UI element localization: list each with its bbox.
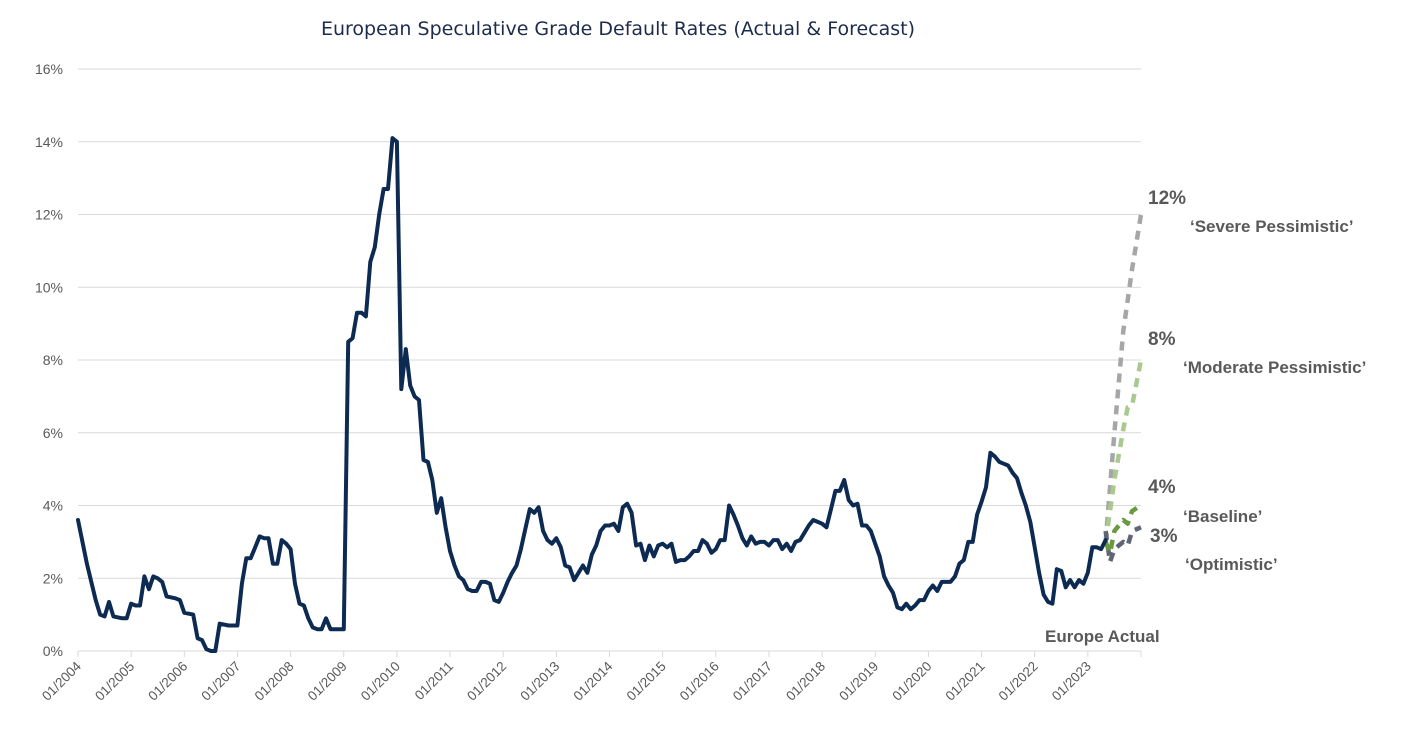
baseline-series-line [1103,503,1143,556]
x-tick-label: 01/2018 [783,659,828,704]
x-axis-ticks: 01/2004 01/2005 01/2006 01/2007 01/2008 01/20… [39,651,1142,704]
optimistic-series-line [1103,525,1142,565]
x-tick-label: 01/2023 [1049,659,1094,704]
chart-title: European Speculative Grade Default Rates… [321,18,915,40]
europe-actual-label: Europe Actual [1045,627,1160,646]
x-tick-label: 01/2019 [836,659,881,704]
x-tick-label: 01/2004 [39,658,84,703]
x-tick-label: 01/2012 [464,659,509,704]
x-tick-label: 01/2020 [889,659,934,704]
x-tick-label: 01/2022 [996,659,1041,704]
x-tick-label: 01/2015 [624,659,669,704]
y-tick-label: 10% [35,279,63,295]
y-axis-ticks: 0% 2% 4% 6% 8% 10% 12% 14% 16% [35,61,63,659]
y-tick-label: 4% [43,498,63,514]
x-tick-label: 01/2014 [570,658,615,703]
y-tick-label: 6% [43,425,63,441]
severe-series-line [1103,214,1144,543]
x-tick-label: 01/2008 [252,659,297,704]
x-tick-label: 01/2021 [943,659,988,704]
x-tick-label: 01/2013 [517,659,562,704]
y-tick-label: 2% [43,570,63,586]
y-tick-label: 14% [35,134,63,150]
baseline-end-value-label: 4% [1148,477,1176,498]
x-tick-label: 01/2007 [198,659,243,704]
optimistic-scenario-label: ‘Optimistic’ [1185,555,1278,574]
x-tick-label: 01/2006 [145,659,190,704]
y-tick-label: 12% [35,207,63,223]
y-tick-label: 16% [35,61,63,77]
optimistic-end-value-label: 3% [1150,526,1178,547]
x-tick-label: 01/2009 [305,659,350,704]
x-tick-label: 01/2017 [730,659,775,704]
moderate-end-value-label: 8% [1148,329,1176,350]
actual-series-line [76,136,1108,653]
severe-end-value-label: 12% [1148,188,1186,209]
severe-scenario-label: ‘Severe Pessimistic’ [1190,217,1354,236]
series-labels: 12%‘Severe Pessimistic’ 8% ‘Moderate Pessi… [1045,188,1366,646]
y-tick-label: 0% [43,643,63,659]
series-lines [76,136,1144,653]
x-tick-label: 01/2016 [677,659,722,704]
baseline-scenario-label: ‘Baseline’ [1183,507,1262,526]
gridlines [78,68,1141,652]
x-tick-label: 01/2011 [412,659,456,703]
x-tick-label: 01/2005 [92,659,137,704]
y-tick-label: 8% [43,352,63,368]
x-tick-label: 01/2010 [358,659,403,704]
moderate-series-line [1103,359,1144,543]
moderate-scenario-label: ‘Moderate Pessimistic’ [1183,358,1366,377]
